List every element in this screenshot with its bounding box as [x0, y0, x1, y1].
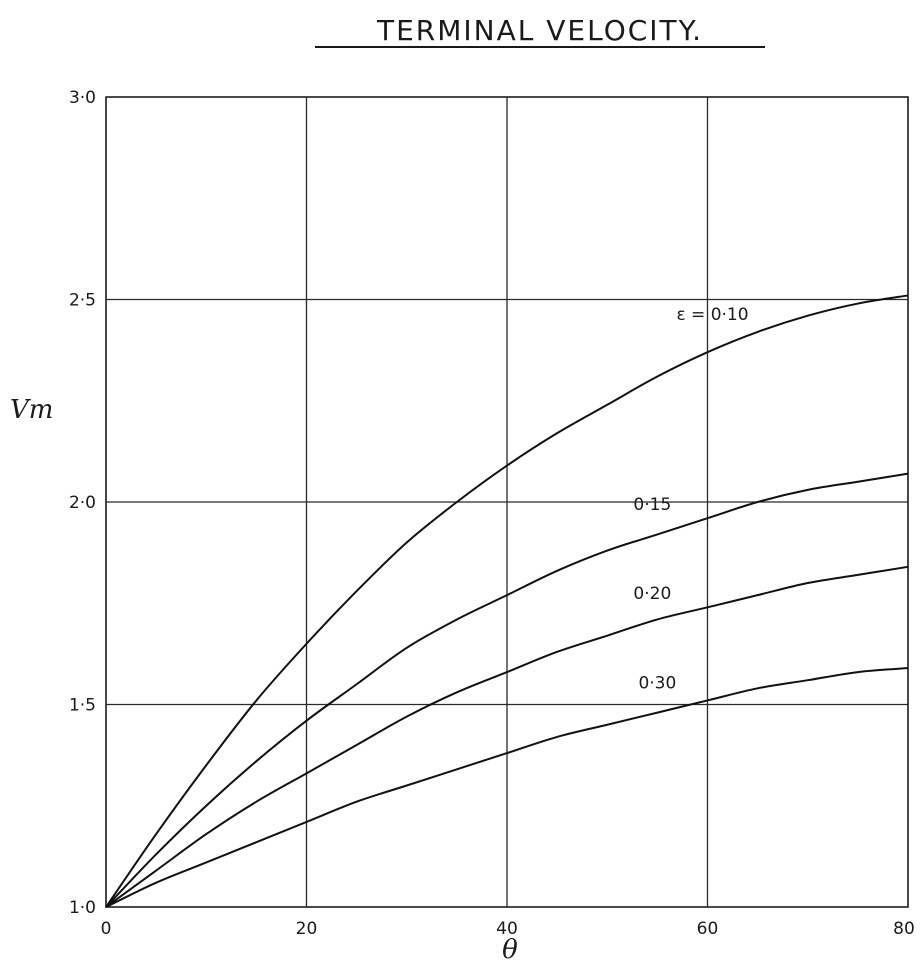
x-tick-label: 60	[697, 919, 719, 939]
y-tick-label: 1·5	[69, 696, 96, 716]
chart-title-group: TERMINAL VELOCITY.	[315, 14, 765, 48]
y-tick-label: 2·0	[69, 493, 96, 513]
series-line	[105, 472, 909, 908]
series-label: ε = 0·10	[676, 305, 748, 325]
y-tick-label: 2·5	[69, 291, 96, 311]
plot-frame	[105, 96, 909, 908]
x-tick-label: 80	[893, 919, 915, 939]
y-tick-label: 3·0	[69, 88, 96, 108]
grid-layer	[105, 96, 909, 908]
series-line	[105, 565, 909, 908]
series-label: 0·15	[633, 495, 671, 515]
x-tick-label: 0	[101, 919, 112, 939]
series-layer	[105, 294, 909, 908]
plot-frame-layer	[105, 96, 909, 908]
chart-title: TERMINAL VELOCITY.	[376, 14, 703, 47]
series-line	[105, 294, 909, 908]
x-axis-label: θ	[502, 935, 518, 965]
x-tick-label: 20	[296, 919, 318, 939]
y-tick-label: 1·0	[69, 898, 96, 918]
y-axis-label: Vm	[10, 395, 53, 425]
x-tick-labels: 0 20 40 60 80	[101, 919, 915, 939]
y-tick-labels: 1·0 1·5 2·0 2·5 3·0	[69, 88, 96, 918]
series-labels: ε = 0·10 0·15 0·20 0·30	[633, 305, 748, 693]
x-tick-label: 40	[496, 919, 518, 939]
series-line	[105, 667, 909, 908]
series-label: 0·30	[638, 674, 676, 694]
series-label: 0·20	[633, 584, 671, 604]
